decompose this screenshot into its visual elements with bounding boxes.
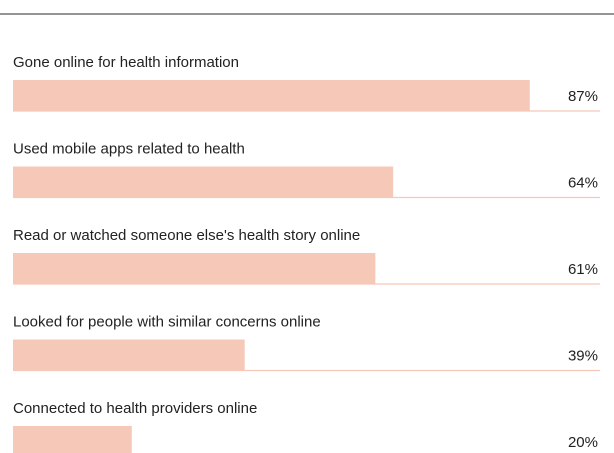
- value-label: 20%: [568, 434, 598, 451]
- value-label: 64%: [568, 174, 598, 191]
- category-label: Used mobile apps related to health: [13, 140, 245, 157]
- bar: [13, 253, 376, 284]
- bar: [13, 80, 530, 111]
- value-label: 87%: [568, 88, 598, 105]
- bar: [13, 339, 245, 371]
- bar: [13, 426, 132, 453]
- value-label: 39%: [568, 347, 598, 364]
- bar: [13, 166, 394, 198]
- category-label: Read or watched someone else's health st…: [13, 227, 360, 244]
- category-label: Gone online for health information: [13, 54, 239, 71]
- category-label: Connected to health providers online: [13, 400, 257, 417]
- value-label: 61%: [568, 261, 598, 278]
- category-label: Looked for people with similar concerns …: [13, 313, 321, 330]
